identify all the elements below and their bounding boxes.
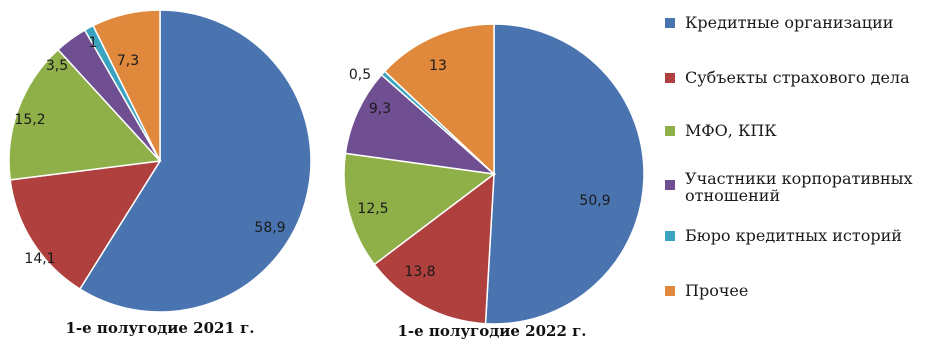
pie-2022-label-insurance: 13,8 <box>404 264 435 280</box>
legend-label-bureau: Бюро кредитных историй <box>685 226 902 245</box>
pie-2022-slice-corporate <box>344 73 497 176</box>
legend-swatch-corporate <box>665 180 675 190</box>
pie-2021-slice-credit <box>78 9 312 313</box>
pie-2021-label-other: 7,3 <box>117 53 139 69</box>
pie-2021-caption: 1-е полугодие 2021 г. <box>65 319 254 337</box>
legend-swatch-mfo <box>665 126 675 136</box>
legend-swatch-bureau <box>665 231 675 241</box>
pie-2021-label-insurance: 14,1 <box>24 251 55 267</box>
pie-2021: 58,9 14,1 15,2 3,5 1 7,3 <box>8 9 312 313</box>
pie-2021-slice-other <box>92 9 161 162</box>
legend-label-corporate-line2: отношений <box>685 186 780 205</box>
pie-2021-label-credit: 58,9 <box>254 220 285 236</box>
pie-2022-label-credit: 50,9 <box>579 193 610 209</box>
legend-label-insurance: Субъекты страхового дела <box>685 68 910 87</box>
pie-2022-caption: 1-е полугодие 2022 г. <box>397 322 586 340</box>
pie-2022-label-corporate: 9,3 <box>369 101 391 117</box>
legend: Кредитные организации Субъекты страховог… <box>665 13 912 300</box>
legend-swatch-other <box>665 286 675 296</box>
legend-swatch-insurance <box>665 73 675 83</box>
pie-2022-slice-other <box>383 23 495 176</box>
legend-swatch-credit <box>665 18 675 28</box>
pie-2022-slice-insurance <box>373 172 495 325</box>
pie-2021-label-bureau: 1 <box>89 35 98 51</box>
pie-2022-slice-mfo <box>343 152 496 266</box>
legend-label-other: Прочее <box>685 281 748 300</box>
pie-2021-label-mfo: 15,2 <box>14 112 45 128</box>
pie-2021-slice-insurance <box>9 160 162 291</box>
pie-2021-label-corporate: 3,5 <box>46 58 68 74</box>
pie-2022-label-mfo: 12,5 <box>357 201 388 217</box>
pie-2022-slice-credit <box>484 23 645 325</box>
pie-2021-slice-mfo <box>8 48 162 181</box>
pie-2022-label-other: 13 <box>429 58 447 74</box>
pie-2022-label-bureau: 0,5 <box>349 67 371 83</box>
legend-label-mfo: МФО, КПК <box>685 121 777 140</box>
pie-2022: 50,9 13,8 12,5 9,3 0,5 13 <box>343 23 645 325</box>
legend-label-credit: Кредитные организации <box>685 13 893 32</box>
legend-label-corporate: Участники корпоративных <box>685 169 912 188</box>
